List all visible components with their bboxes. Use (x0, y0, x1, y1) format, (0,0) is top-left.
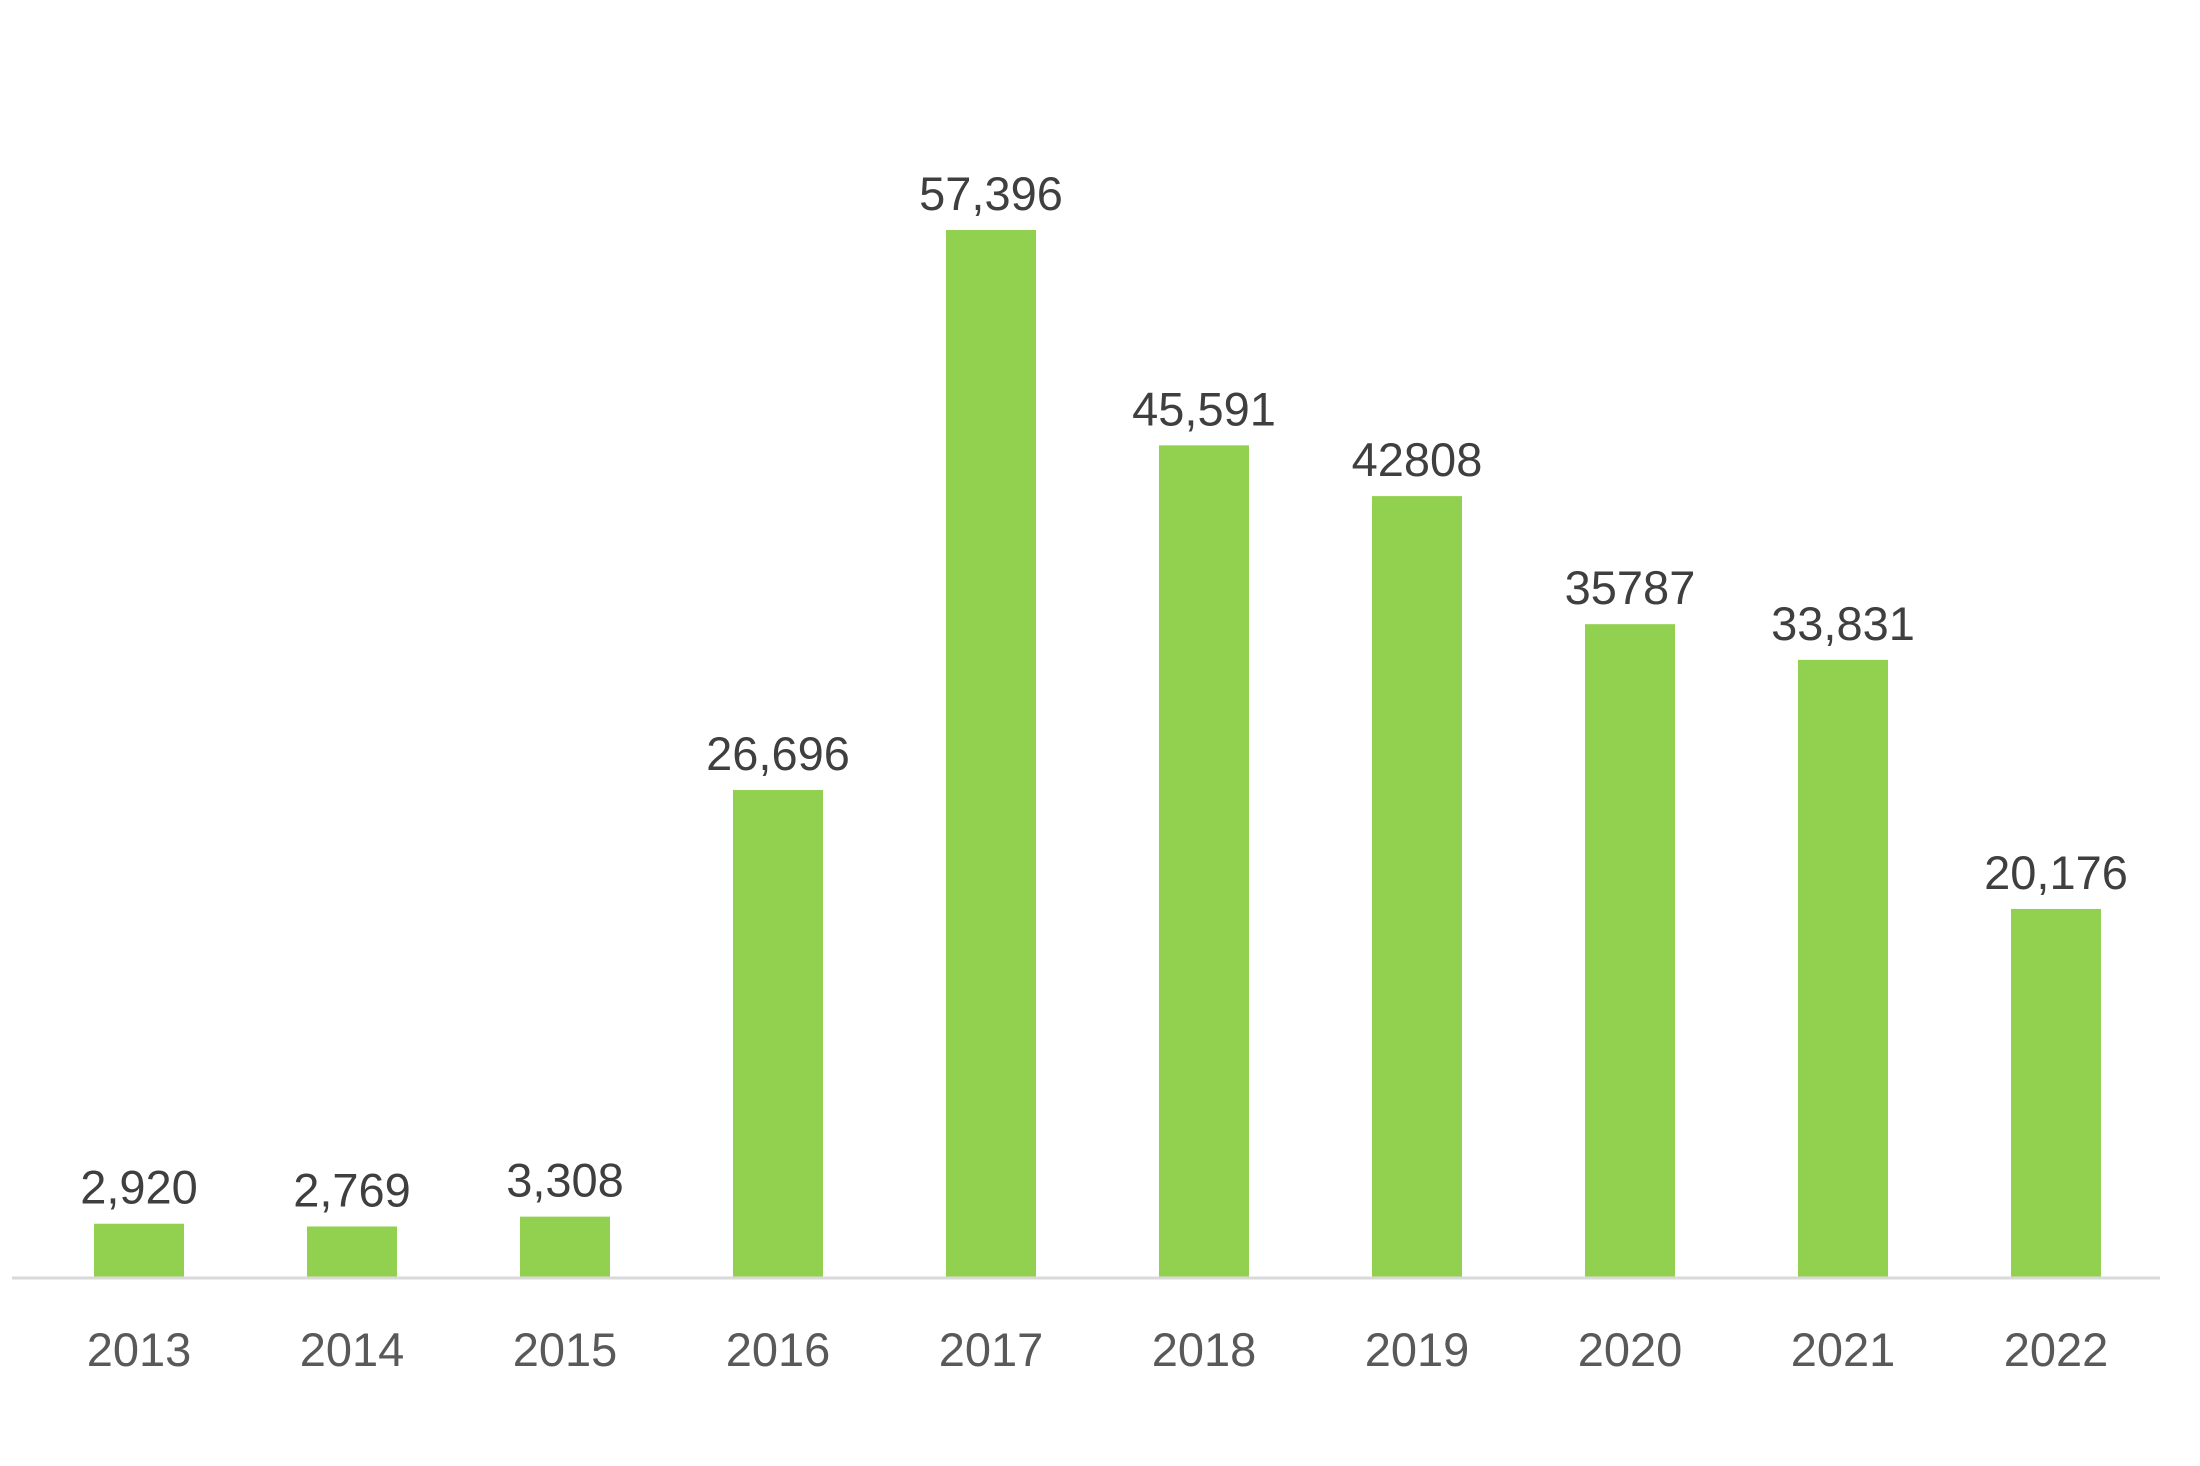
data-label-2014: 2,769 (293, 1163, 411, 1216)
x-tick-label-2021: 2021 (1791, 1323, 1896, 1376)
data-label-2021: 33,831 (1771, 597, 1915, 650)
data-label-2019: 42808 (1352, 433, 1483, 486)
x-tick-label-2015: 2015 (513, 1323, 618, 1376)
x-tick-label-2020: 2020 (1578, 1323, 1683, 1376)
data-label-2018: 45,591 (1132, 382, 1276, 435)
bar-2013 (94, 1223, 184, 1277)
data-labels-group: 2,920 2,769 3,308 26,696 57,396 45,591 42808 35… (80, 167, 2128, 1216)
x-tick-label-2019: 2019 (1365, 1323, 1470, 1376)
x-tick-label-2017: 2017 (939, 1323, 1044, 1376)
data-label-2016: 26,696 (706, 727, 850, 780)
x-tick-label-2018: 2018 (1152, 1323, 1257, 1376)
x-tick-label-2016: 2016 (726, 1323, 831, 1376)
data-label-2013: 2,920 (80, 1161, 198, 1214)
x-tick-label-2013: 2013 (87, 1323, 192, 1376)
bar-2018 (1159, 445, 1249, 1277)
data-label-2017: 57,396 (919, 167, 1063, 220)
bar-2015 (520, 1216, 610, 1277)
bar-2020 (1585, 624, 1675, 1277)
bar-2017 (946, 230, 1036, 1277)
bar-2014 (307, 1226, 397, 1277)
data-label-2015: 3,308 (506, 1154, 624, 1207)
bar-2022 (2011, 908, 2101, 1277)
data-label-2022: 20,176 (1984, 846, 2128, 899)
x-tick-label-2014: 2014 (300, 1323, 405, 1376)
x-tick-labels-group: 2013 2014 2015 2016 2017 2018 2019 2020 2021 2022 (87, 1323, 2109, 1376)
data-label-2020: 35787 (1565, 561, 1696, 614)
bar-2021 (1798, 659, 1888, 1277)
x-tick-label-2022: 2022 (2004, 1323, 2109, 1376)
bars-group (94, 230, 2101, 1278)
bar-2019 (1372, 496, 1462, 1278)
bar-2016 (733, 790, 823, 1277)
